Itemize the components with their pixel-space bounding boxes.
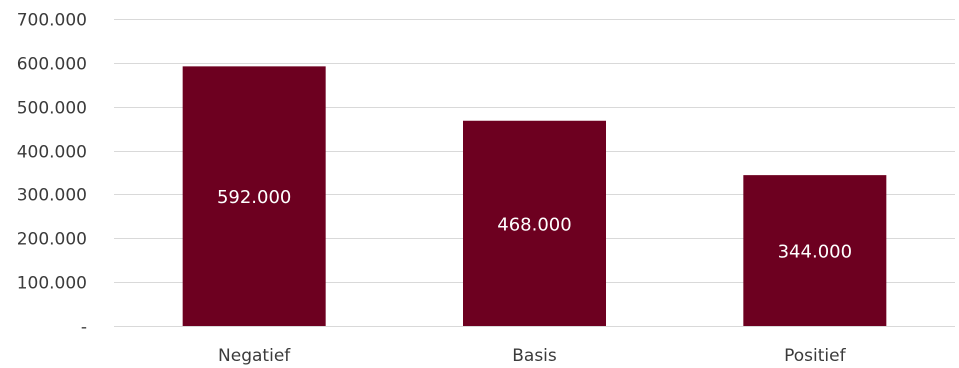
y-tick-label: 400.000 [17,143,87,163]
y-tick-label: 600.000 [17,55,87,75]
y-tick-label: 200.000 [17,230,87,250]
y-tick-label: 300.000 [17,186,87,206]
data-label: 468.000 [497,214,571,235]
data-labels: 592.000 468.000 344.000 [217,187,852,262]
data-label: 344.000 [778,242,852,263]
y-tick-label: - [81,318,87,338]
x-category-label: Basis [512,346,557,366]
bars [182,66,887,327]
y-tick-label: 700.000 [17,11,87,31]
x-category-label: Negatief [218,346,291,366]
y-axis-tick-labels: - 100.000 200.000 300.000 400.000 500.000 600.… [17,11,87,338]
x-category-label: Positief [784,346,846,366]
x-axis-category-labels: Negatief Basis Positief [218,346,847,366]
bar-basis [463,120,606,327]
bar-positief [743,175,887,326]
bar-negatief [182,66,326,326]
y-tick-label: 500.000 [17,99,87,119]
data-label: 592.000 [217,187,291,208]
y-tick-label: 100.000 [17,274,87,294]
